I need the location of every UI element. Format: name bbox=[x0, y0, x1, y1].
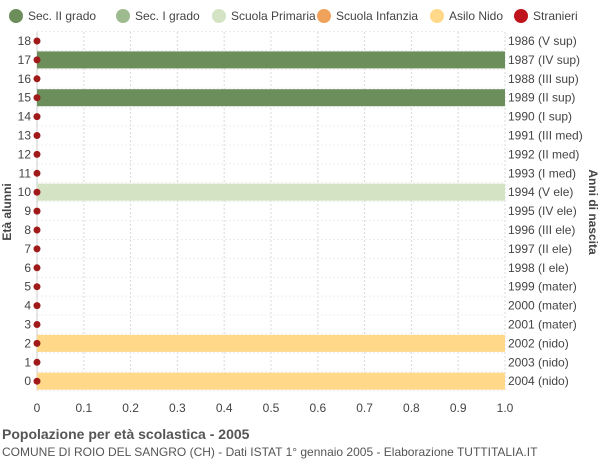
age-tick-label: 18 bbox=[18, 34, 32, 48]
chart-title: Popolazione per età scolastica - 2005 bbox=[2, 426, 250, 442]
birth-tick-label: 1989 (II sup) bbox=[508, 91, 575, 105]
legend-label: Scuola Infanzia bbox=[336, 9, 418, 23]
legend-label: Sec. II grado bbox=[28, 9, 96, 23]
x-tick-label: 0.9 bbox=[450, 401, 467, 415]
x-tick-label: 0.1 bbox=[75, 401, 92, 415]
stranieri-point-age-9 bbox=[33, 207, 41, 215]
birth-tick-label: 1994 (V ele) bbox=[508, 185, 573, 199]
age-tick-label: 2 bbox=[24, 336, 31, 350]
bar-age-10 bbox=[37, 183, 505, 201]
stranieri-point-age-16 bbox=[33, 75, 41, 83]
stranieri-markers bbox=[33, 37, 41, 385]
age-tick-label: 8 bbox=[24, 223, 31, 237]
stranieri-point-age-1 bbox=[33, 358, 41, 366]
birth-tick-label: 1997 (II ele) bbox=[508, 242, 572, 256]
stranieri-point-age-17 bbox=[33, 56, 41, 64]
bar-age-0 bbox=[37, 372, 505, 390]
stranieri-point-age-8 bbox=[33, 226, 41, 234]
x-tick-label: 0.5 bbox=[263, 401, 280, 415]
stranieri-point-age-2 bbox=[33, 339, 41, 347]
x-tick-labels: 0 0.1 0.2 0.3 0.4 0.5 0.6 0.7 0.8 0.9 1.0 bbox=[34, 401, 514, 415]
birth-tick-label: 1995 (IV ele) bbox=[508, 204, 577, 218]
birth-tick-label: 2003 (nido) bbox=[508, 355, 569, 369]
y-axis-title-right: Anni di nascita bbox=[586, 169, 600, 255]
age-tick-label: 12 bbox=[18, 147, 32, 161]
y-axis-title-left: Età alunni bbox=[0, 183, 14, 240]
stranieri-point-age-4 bbox=[33, 302, 41, 310]
stranieri-point-age-14 bbox=[33, 113, 41, 121]
age-tick-label: 5 bbox=[24, 280, 31, 294]
birth-tick-label: 1996 (III ele) bbox=[508, 223, 575, 237]
stranieri-point-age-7 bbox=[33, 245, 41, 253]
bar-age-17 bbox=[37, 51, 505, 69]
stranieri-point-age-0 bbox=[33, 377, 41, 385]
age-tick-label: 9 bbox=[24, 204, 31, 218]
stranieri-point-age-10 bbox=[33, 188, 41, 196]
legend-marker bbox=[430, 9, 444, 23]
x-tick-label: 0.3 bbox=[169, 401, 186, 415]
x-tick-label: 0.6 bbox=[309, 401, 326, 415]
age-tick-label: 15 bbox=[18, 91, 32, 105]
stranieri-point-age-5 bbox=[33, 283, 41, 291]
x-tick-label: 0.4 bbox=[216, 401, 233, 415]
birth-year-tick-labels: 1986 (V sup) 1987 (IV sup) 1988 (III sup) 1… bbox=[508, 34, 583, 388]
grid bbox=[36, 31, 506, 392]
legend-label: Scuola Primaria bbox=[231, 9, 316, 23]
legend-marker bbox=[116, 9, 130, 23]
age-tick-label: 16 bbox=[18, 72, 32, 86]
stranieri-point-age-15 bbox=[33, 94, 41, 102]
legend-label: Stranieri bbox=[533, 9, 578, 23]
x-tick-label: 0.7 bbox=[356, 401, 373, 415]
birth-tick-label: 1998 (I ele) bbox=[508, 261, 569, 275]
age-tick-label: 3 bbox=[24, 318, 31, 332]
bar-age-2 bbox=[37, 334, 505, 352]
age-tick-label: 10 bbox=[18, 185, 32, 199]
legend-label: Asilo Nido bbox=[449, 9, 503, 23]
bar-age-15 bbox=[37, 89, 505, 107]
chart-subtitle: COMUNE DI ROIO DEL SANGRO (CH) - Dati IS… bbox=[2, 445, 538, 459]
x-tick-label: 0.2 bbox=[122, 401, 139, 415]
age-tick-label: 13 bbox=[18, 129, 32, 143]
stranieri-point-age-11 bbox=[33, 169, 41, 177]
age-tick-label: 6 bbox=[24, 261, 31, 275]
legend: Sec. II grado Sec. I grado Scuola Primaria… bbox=[9, 9, 578, 23]
stranieri-point-age-3 bbox=[33, 321, 41, 328]
birth-tick-label: 1988 (III sup) bbox=[508, 72, 579, 86]
chart: Sec. II grado Sec. I grado Scuola Primaria… bbox=[0, 9, 600, 415]
age-tick-label: 11 bbox=[19, 166, 32, 180]
legend-label: Sec. I grado bbox=[135, 9, 200, 23]
legend-marker bbox=[317, 9, 331, 23]
bars bbox=[37, 51, 505, 390]
birth-tick-label: 2004 (nido) bbox=[508, 374, 569, 388]
birth-tick-label: 1990 (I sup) bbox=[508, 110, 572, 124]
x-tick-label: 0.8 bbox=[403, 401, 420, 415]
age-tick-label: 4 bbox=[24, 299, 31, 313]
birth-tick-label: 2002 (nido) bbox=[508, 336, 569, 350]
age-tick-label: 7 bbox=[24, 242, 31, 256]
stranieri-point-age-12 bbox=[33, 150, 41, 158]
birth-tick-label: 1986 (V sup) bbox=[508, 34, 577, 48]
stranieri-point-age-13 bbox=[33, 132, 41, 139]
x-tick-label: 0 bbox=[34, 401, 41, 415]
birth-tick-label: 1991 (III med) bbox=[508, 129, 583, 143]
birth-tick-label: 2001 (mater) bbox=[508, 318, 577, 332]
age-tick-label: 17 bbox=[18, 53, 32, 67]
birth-tick-label: 1993 (I med) bbox=[508, 166, 576, 180]
legend-marker bbox=[514, 9, 528, 23]
age-tick-label: 1 bbox=[24, 355, 31, 369]
stranieri-point-age-18 bbox=[33, 37, 41, 45]
x-tick-label: 1.0 bbox=[497, 401, 514, 415]
legend-marker bbox=[212, 9, 226, 23]
birth-tick-label: 1992 (II med) bbox=[508, 147, 579, 161]
birth-tick-label: 1987 (IV sup) bbox=[508, 53, 580, 67]
birth-tick-label: 2000 (mater) bbox=[508, 299, 577, 313]
legend-marker bbox=[9, 9, 23, 23]
stranieri-point-age-6 bbox=[33, 264, 41, 272]
age-tick-label: 0 bbox=[24, 374, 31, 388]
birth-tick-label: 1999 (mater) bbox=[508, 280, 577, 294]
age-tick-label: 14 bbox=[18, 110, 32, 124]
